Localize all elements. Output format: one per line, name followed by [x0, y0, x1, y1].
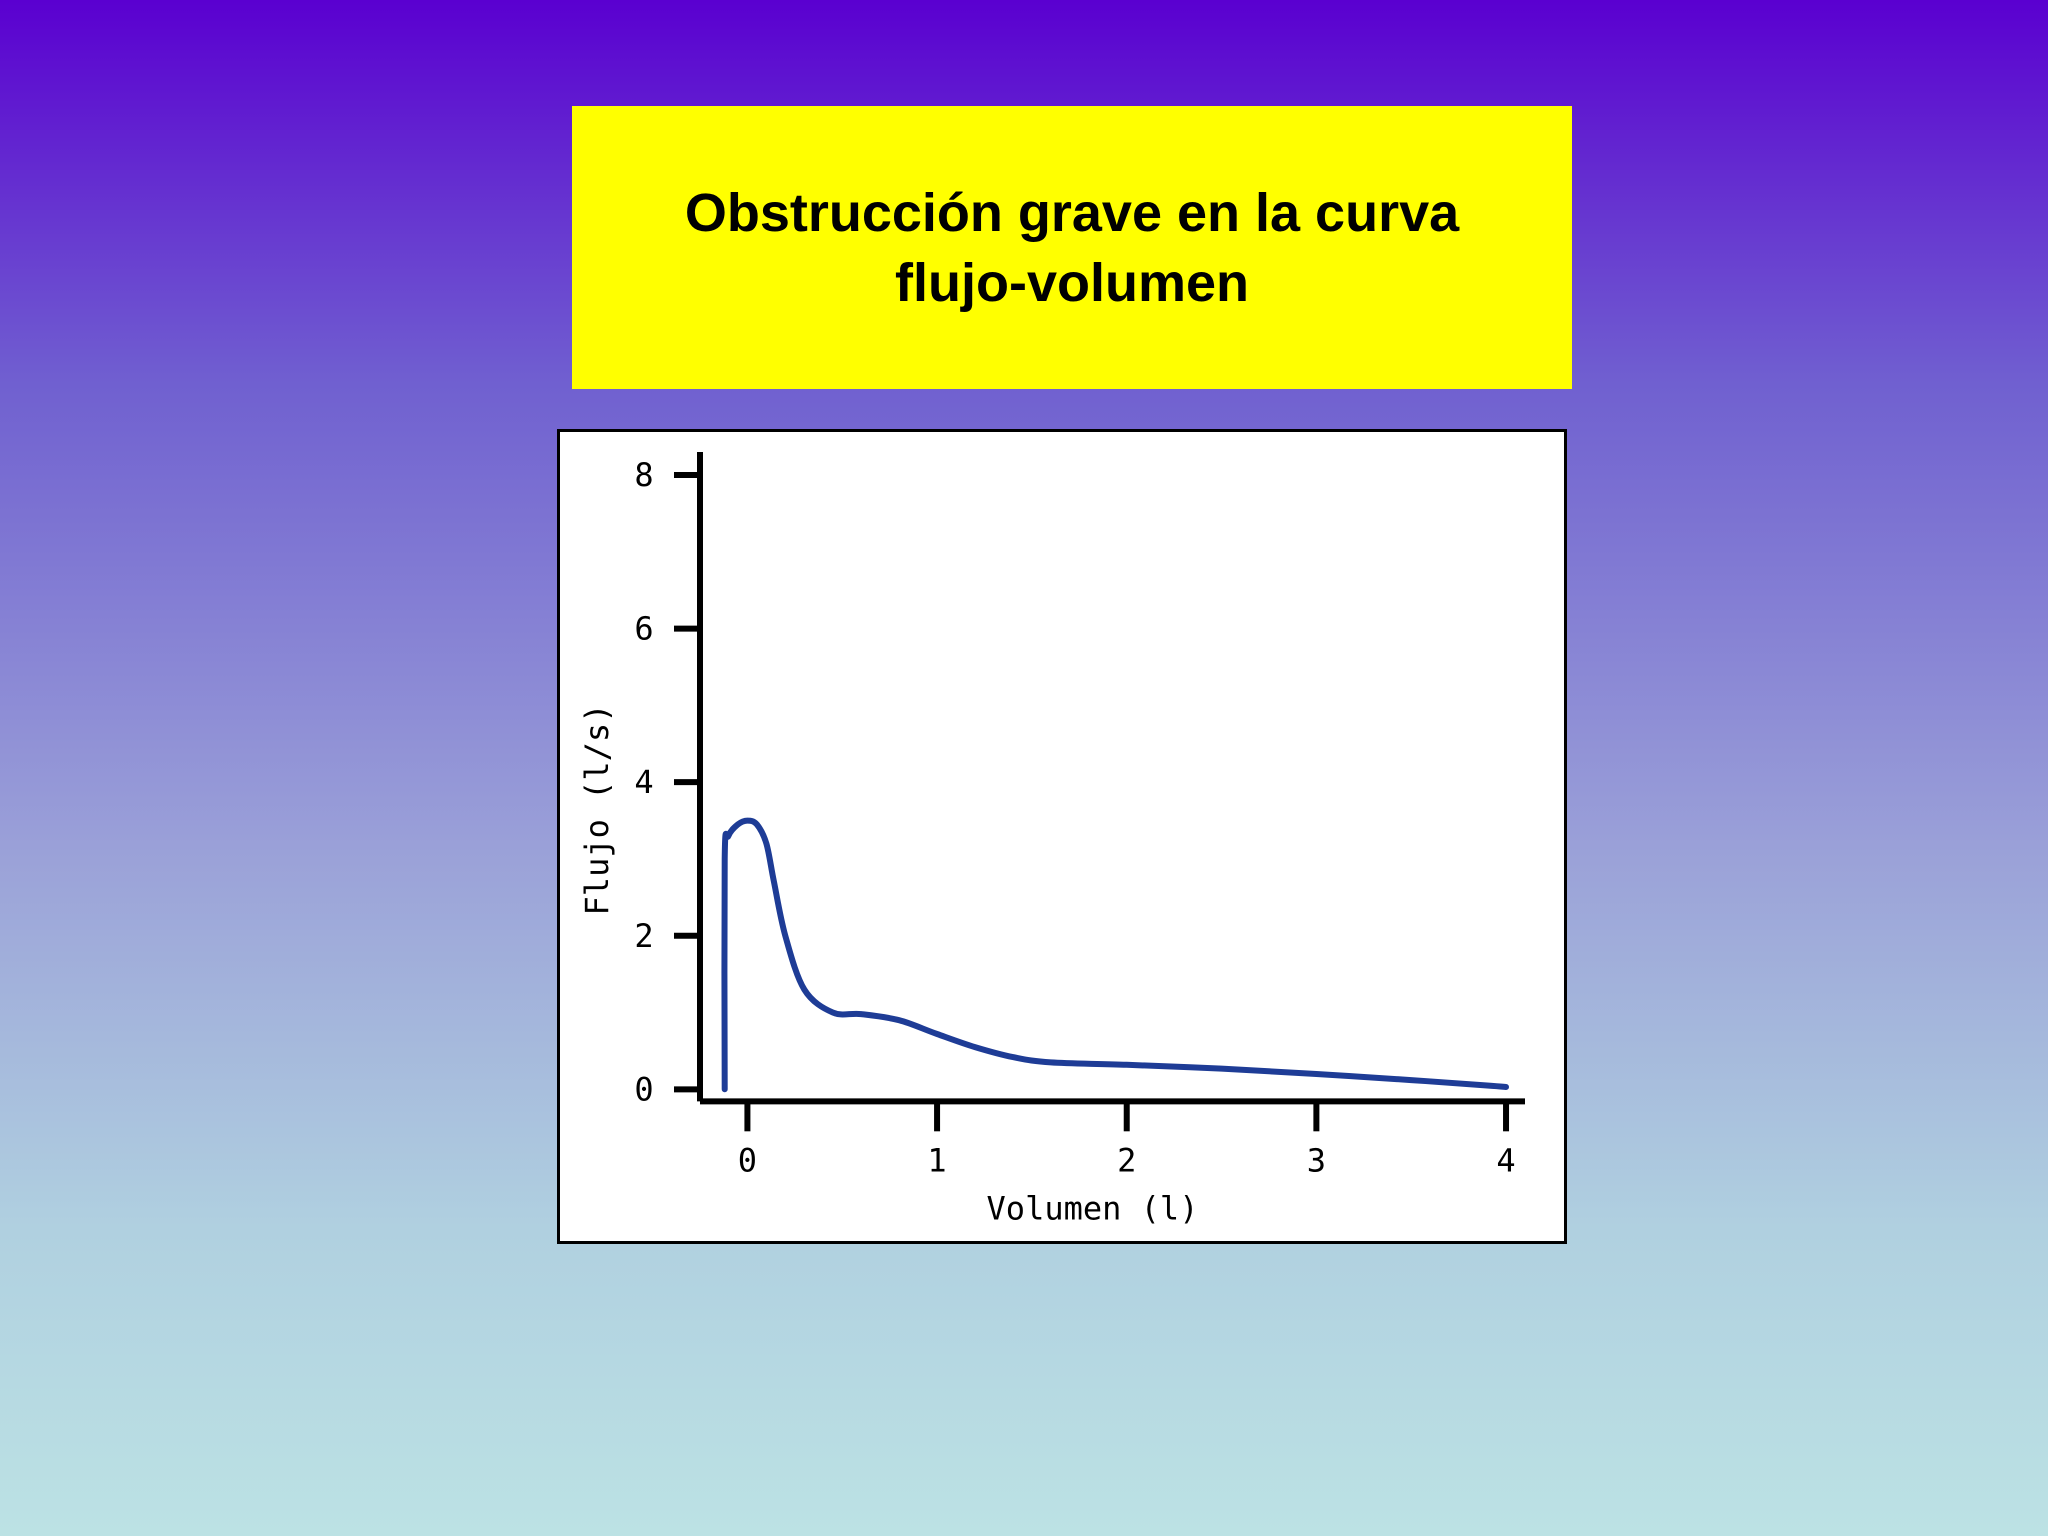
x-tick-label: 0	[738, 1141, 757, 1179]
y-axis-label: Flujo (l/s)	[578, 704, 616, 916]
flow-volume-curve	[721, 817, 1509, 1093]
y-ticks: 0 2 4 6 8	[634, 456, 700, 1108]
slide-title-line-1: Obstrucción grave en la curva	[684, 182, 1460, 243]
x-tick-label: 1	[927, 1141, 946, 1179]
y-tick-label: 2	[634, 917, 653, 955]
x-tick-label: 3	[1307, 1141, 1326, 1179]
y-tick-label: 6	[634, 610, 653, 648]
x-tick-label: 2	[1117, 1141, 1136, 1179]
flow-volume-chart: 0 2 4 6 8 0 1 2 3 4 Volumen (l) Flujo (l/s)	[557, 429, 1567, 1244]
x-axis-label: Volumen (l)	[987, 1189, 1199, 1227]
slide-title-box: Obstrucción grave en la curva flujo-volu…	[572, 106, 1572, 389]
y-tick-label: 8	[634, 456, 653, 494]
slide-title-line-2: flujo-volumen	[895, 252, 1249, 313]
x-ticks: 0 1 2 3 4	[738, 1101, 1516, 1179]
y-tick-label: 4	[634, 763, 653, 801]
slide-title: Obstrucción grave en la curva flujo-volu…	[685, 178, 1459, 318]
x-tick-label: 4	[1496, 1141, 1515, 1179]
chart-canvas: 0 2 4 6 8 0 1 2 3 4 Volumen (l) Flujo (l/s)	[578, 452, 1525, 1227]
y-tick-label: 0	[634, 1070, 653, 1108]
